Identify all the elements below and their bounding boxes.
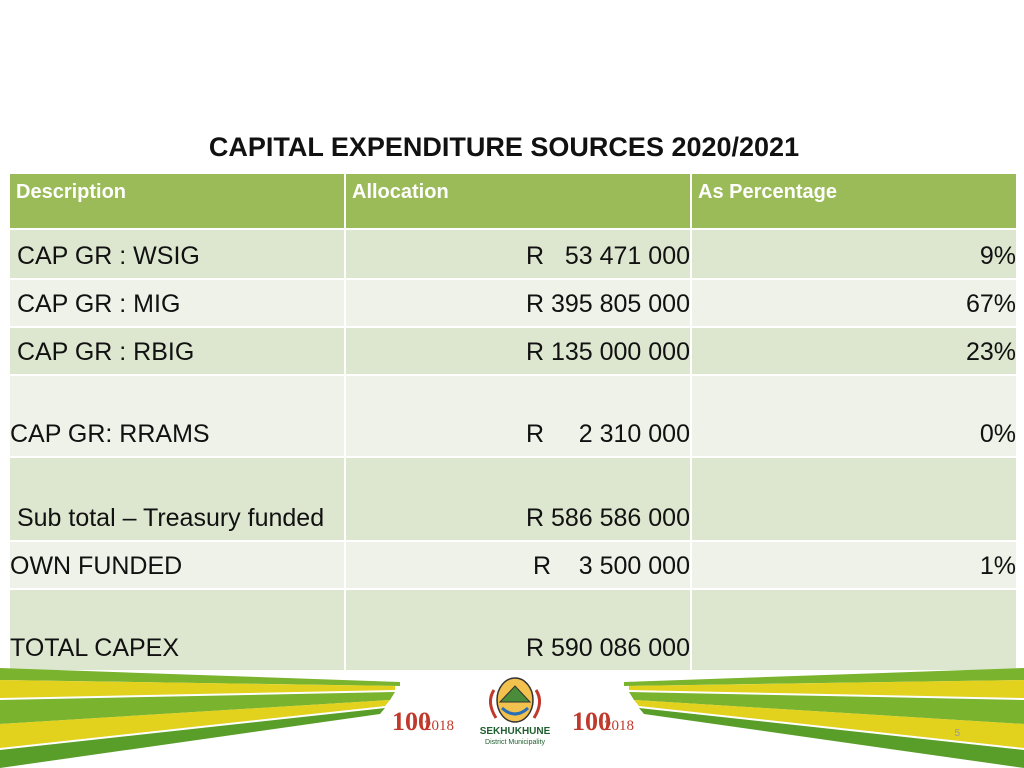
table-row: Sub total – Treasury funded R 586 586 00…	[8, 456, 1018, 542]
header-percentage: As Percentage	[690, 172, 1018, 230]
table-row: TOTAL CAPEX R 590 086 000	[8, 588, 1018, 672]
row-description: CAP GR : RBIG	[8, 326, 346, 376]
centenary-badge-right: 100 2018	[572, 707, 634, 736]
logo-text: SEKHUKHUNE	[480, 726, 551, 737]
table-row: CAP GR : RBIG R 135 000 000 23%	[8, 326, 1018, 376]
badge-number-left: 100	[392, 707, 431, 736]
row-description: CAP GR : MIG	[8, 278, 346, 328]
row-percentage: 67%	[690, 278, 1018, 328]
row-allocation: R 2 310 000	[344, 374, 692, 458]
decorative-stripes	[0, 668, 1024, 768]
row-percentage	[690, 456, 1018, 542]
header-allocation: Allocation	[344, 172, 692, 230]
row-percentage: 23%	[690, 326, 1018, 376]
centenary-badge-left: 100 2018	[392, 707, 454, 736]
row-description: Sub total – Treasury funded	[8, 456, 346, 542]
badge-year-right: 2018	[604, 718, 634, 734]
table-header-row: Description Allocation As Percentage	[8, 172, 1018, 230]
slide-title: CAPITAL EXPENDITURE SOURCES 2020/2021	[208, 132, 800, 162]
table-row: CAP GR: RRAMS R 2 310 000 0%	[8, 374, 1018, 458]
table-row: OWN FUNDED R 3 500 000 1%	[8, 540, 1018, 590]
header-description: Description	[8, 172, 346, 230]
row-allocation: R 3 500 000	[344, 540, 692, 590]
row-description: CAP GR : WSIG	[8, 228, 346, 280]
row-allocation: R 395 805 000	[344, 278, 692, 328]
slide-number: 5	[954, 728, 960, 739]
row-description: OWN FUNDED	[8, 540, 346, 590]
capex-table: Description Allocation As Percentage CAP…	[8, 172, 1018, 672]
table-row: CAP GR : WSIG R 53 471 000 9%	[8, 228, 1018, 280]
footer-logos: 100 2018 SEKHUKHUNE District Municipalit…	[392, 677, 634, 746]
row-allocation: R 135 000 000	[344, 326, 692, 376]
row-description: TOTAL CAPEX	[8, 588, 346, 672]
row-percentage: 9%	[690, 228, 1018, 280]
row-description: CAP GR: RRAMS	[8, 374, 346, 458]
row-allocation: R 53 471 000	[344, 228, 692, 280]
row-percentage	[690, 588, 1018, 672]
table-row: CAP GR : MIG R 395 805 000 67%	[8, 278, 1018, 328]
badge-year-left: 2018	[424, 718, 454, 734]
logo-subtext: District Municipality	[485, 739, 545, 746]
row-allocation: R 586 586 000	[344, 456, 692, 542]
row-percentage: 1%	[690, 540, 1018, 590]
badge-number-right: 100	[572, 707, 611, 736]
row-percentage: 0%	[690, 374, 1018, 458]
row-allocation: R 590 086 000	[344, 588, 692, 672]
sekhukhune-crest: SEKHUKHUNE District Municipality	[480, 677, 551, 746]
